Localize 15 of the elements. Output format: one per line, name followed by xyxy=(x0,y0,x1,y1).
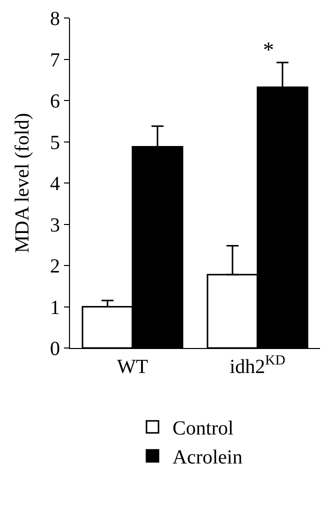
y-tick-label: 0 xyxy=(50,338,60,360)
legend-label: Acrolein xyxy=(172,446,242,469)
y-tick-label: 8 xyxy=(50,8,60,30)
y-tick-label: 7 xyxy=(50,49,60,72)
y-tick-label: 4 xyxy=(50,173,60,195)
y-tick-label: 3 xyxy=(50,214,60,236)
y-axis-title: MDA level (fold) xyxy=(12,113,34,253)
annotation: * xyxy=(263,37,274,62)
y-tick-label: 2 xyxy=(50,256,60,278)
legend-label: Control xyxy=(172,418,234,440)
x-tick-label: idh2$^{KD}$ xyxy=(230,354,286,378)
y-tick-label: 6 xyxy=(50,90,60,112)
y-tick-label: 5 xyxy=(50,132,60,154)
x-tick-label: WT xyxy=(116,356,148,378)
y-tick-label: 1 xyxy=(50,296,60,319)
